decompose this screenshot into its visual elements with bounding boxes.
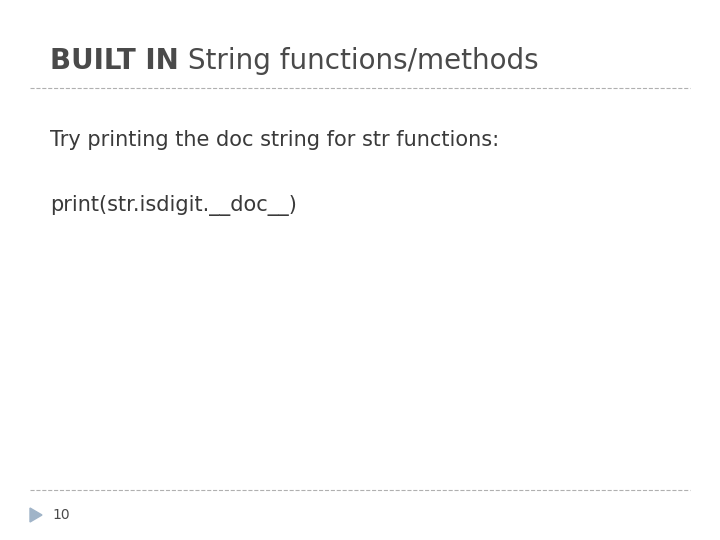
Text: 10: 10 [52, 508, 70, 522]
Text: String functions/methods: String functions/methods [179, 47, 539, 75]
FancyArrow shape [30, 508, 42, 522]
Text: print(str.isdigit.__doc__): print(str.isdigit.__doc__) [50, 195, 297, 216]
Text: BUILT IN: BUILT IN [50, 47, 179, 75]
Text: Try printing the doc string for str functions:: Try printing the doc string for str func… [50, 130, 499, 150]
